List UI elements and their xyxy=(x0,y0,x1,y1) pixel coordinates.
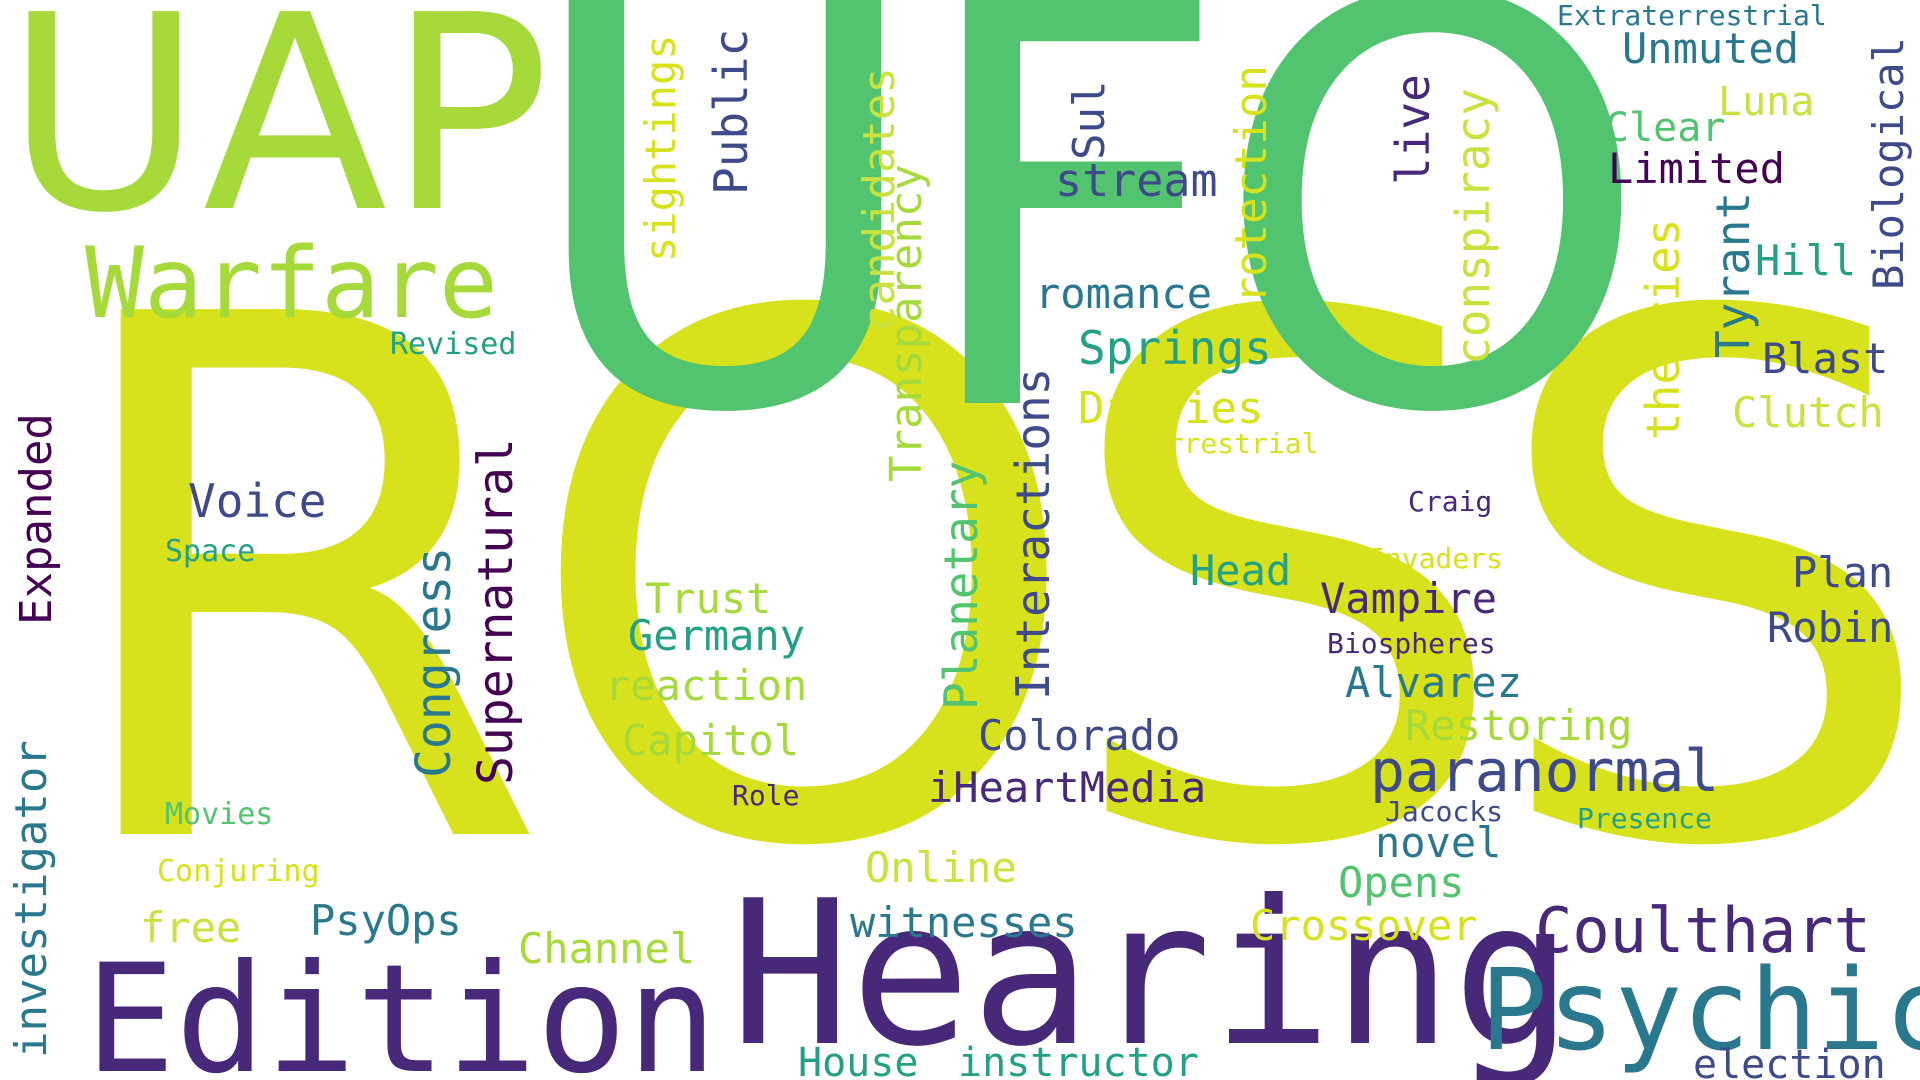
word-movies: Movies xyxy=(165,797,274,832)
word-stream: stream xyxy=(1055,154,1218,207)
word-supernatural: Supernatural xyxy=(468,438,524,785)
word-sul: Sul xyxy=(1064,80,1115,160)
word-edition: Edition xyxy=(85,933,718,1080)
word-robin: Robin xyxy=(1767,603,1894,652)
word-extraterrestrial: Extraterrestrial xyxy=(1557,0,1827,32)
word-novel: novel xyxy=(1375,818,1502,867)
word-congress: Congress xyxy=(406,546,462,778)
word-channel: Channel xyxy=(518,924,696,973)
word-theories: theories xyxy=(1636,218,1690,440)
word-ufo: UFO xyxy=(520,0,1653,536)
word-biological: Biological xyxy=(1864,37,1913,290)
word-colorado: Colorado xyxy=(978,711,1181,760)
word-capitol: Capitol xyxy=(622,716,800,765)
word-uap: UAP xyxy=(5,0,551,272)
word-protection: Protection xyxy=(1226,65,1277,330)
word-unmuted: Unmuted xyxy=(1622,24,1800,73)
word-plan: Plan xyxy=(1792,548,1894,597)
word-iheartmedia: iHeartMedia xyxy=(928,763,1207,812)
word-online: Online xyxy=(865,843,1017,892)
word-alvarez: Alvarez xyxy=(1345,658,1523,707)
word-free: free xyxy=(140,903,242,952)
word-expanded: Expanded xyxy=(11,413,62,625)
word-interactions: Interactions xyxy=(1006,367,1060,700)
word-planetary: Planetary xyxy=(934,460,988,710)
word-conspiracy: conspiracy xyxy=(1446,88,1500,365)
word-space: Space xyxy=(165,534,256,569)
word-opens: Opens xyxy=(1338,858,1465,907)
word-terrestrial: Terrestrial xyxy=(1133,427,1319,460)
word-jacocks: Jacocks xyxy=(1385,795,1504,828)
word-limited: Limited xyxy=(1608,144,1786,193)
word-reaction: reaction xyxy=(605,661,808,710)
word-hearing: Hearing xyxy=(730,858,1573,1080)
word-clutch: Clutch xyxy=(1732,388,1884,437)
word-house: House xyxy=(798,1040,919,1080)
word-craig: Craig xyxy=(1408,485,1493,518)
word-head: Head xyxy=(1190,546,1292,595)
word-election: election xyxy=(1693,1042,1886,1080)
word-biospheres: Biospheres xyxy=(1327,627,1496,660)
word-live: live xyxy=(1386,74,1440,185)
word-germany: Germany xyxy=(628,611,806,660)
word-clear: Clear xyxy=(1605,105,1726,151)
word-crossover: Crossover xyxy=(1250,901,1478,950)
word-warfare: Warfare xyxy=(85,227,499,341)
word-investigator: investigator xyxy=(6,740,57,1058)
word-role: Role xyxy=(732,779,800,812)
word-revised: Revised xyxy=(390,327,517,362)
word-ross: ROSS xyxy=(50,166,1920,1004)
word-diaries: Diaries xyxy=(1078,383,1264,434)
word-conjuring: Conjuring xyxy=(157,854,320,889)
word-romance: romance xyxy=(1035,269,1213,318)
word-restoring: Restoring xyxy=(1405,701,1633,750)
word-vampire: Vampire xyxy=(1320,574,1498,623)
word-coulthart: Coulthart xyxy=(1535,894,1871,967)
word-presence: Presence xyxy=(1577,802,1712,835)
word-witnesses: witnesses xyxy=(850,898,1078,947)
word-psychic: Psychic xyxy=(1480,946,1920,1076)
word-public: Public xyxy=(704,28,758,195)
word-invaders: Invaders xyxy=(1368,542,1503,575)
word-trust: Trust xyxy=(645,574,772,623)
word-paranormal: paranormal xyxy=(1370,737,1720,805)
word-instructor: instructor xyxy=(958,1040,1199,1080)
word-hill: Hill xyxy=(1755,236,1857,285)
word-springs: Springs xyxy=(1078,321,1272,375)
word-voice: Voice xyxy=(188,474,327,528)
word-psyops: PsyOps xyxy=(310,896,462,945)
word-transparency: Transparency xyxy=(881,164,932,482)
word-luna: Luna xyxy=(1718,79,1815,125)
word-sightings: sightings xyxy=(636,34,685,262)
word-blast: Blast xyxy=(1762,334,1889,383)
word-tyrant: Tyrant xyxy=(1706,191,1760,358)
